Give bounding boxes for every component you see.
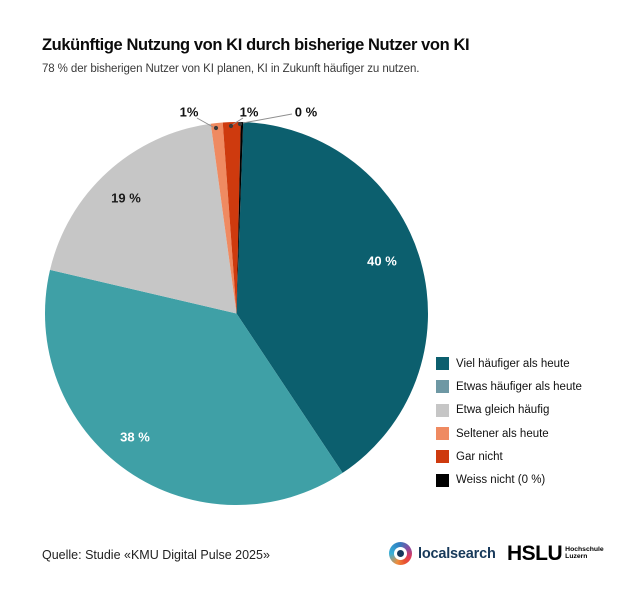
legend-swatch-icon [436, 450, 449, 464]
legend-label: Seltener als heute [456, 427, 549, 440]
legend-label: Etwa gleich häufig [456, 404, 550, 417]
legend-label: Weiss nicht (0 %) [456, 474, 546, 487]
source-note: Quelle: Studie «KMU Digital Pulse 2025» [42, 548, 270, 562]
legend-swatch-icon [436, 473, 449, 487]
label-leader-dot [237, 121, 243, 127]
slice-value-label: 1% [180, 105, 199, 120]
hslu-subtitle: Hochschule Luzern [565, 546, 604, 561]
legend-swatch-icon [436, 427, 449, 441]
localsearch-logo: localsearch [389, 542, 496, 565]
legend-label: Etwas häufiger als heute [456, 380, 582, 393]
pie-slice-5 [222, 122, 241, 314]
localsearch-wordmark: localsearch [418, 545, 496, 562]
chart-title: Zukünftige Nutzung von KI durch bisherig… [42, 36, 470, 54]
pie-slice-1 [236, 122, 428, 473]
chart-legend: Viel häufiger als heute Etwas häufiger a… [436, 352, 582, 492]
legend-label: Gar nicht [456, 450, 503, 463]
legend-item: Etwas häufiger als heute [436, 375, 582, 398]
legend-label: Viel häufiger als heute [456, 357, 570, 370]
hslu-wordmark: HSLU [507, 542, 563, 565]
slice-value-label: 0 % [295, 105, 318, 120]
localsearch-ring-icon [389, 542, 412, 565]
legend-swatch-icon [436, 380, 449, 394]
hslu-logo: HSLU Hochschule Luzern [507, 542, 604, 565]
legend-item: Viel häufiger als heute [436, 352, 582, 375]
legend-item: Seltener als heute [436, 422, 582, 445]
slice-value-label: 1% [240, 105, 259, 120]
legend-swatch-icon [436, 403, 449, 417]
legend-item: Weiss nicht (0 %) [436, 468, 582, 491]
slice-value-label: 19 % [111, 191, 141, 206]
slice-value-label: 38 % [120, 430, 150, 445]
legend-swatch-icon [436, 357, 449, 371]
label-leader-dot [213, 125, 219, 131]
pie-slice-2 [45, 269, 343, 506]
pie-slice-3 [50, 123, 237, 314]
legend-item: Gar nicht [436, 445, 582, 468]
slice-value-label: 40 % [367, 254, 397, 269]
legend-item: Etwa gleich häufig [436, 399, 582, 422]
chart-subtitle: 78 % der bisherigen Nutzer von KI planen… [42, 63, 420, 75]
pie-slice-4 [210, 122, 237, 314]
label-leader-line [231, 117, 244, 126]
label-leader-dot [228, 123, 234, 129]
pie-slice-6 [236, 122, 244, 314]
label-leader-line [242, 113, 293, 124]
label-leader-line [196, 117, 214, 128]
